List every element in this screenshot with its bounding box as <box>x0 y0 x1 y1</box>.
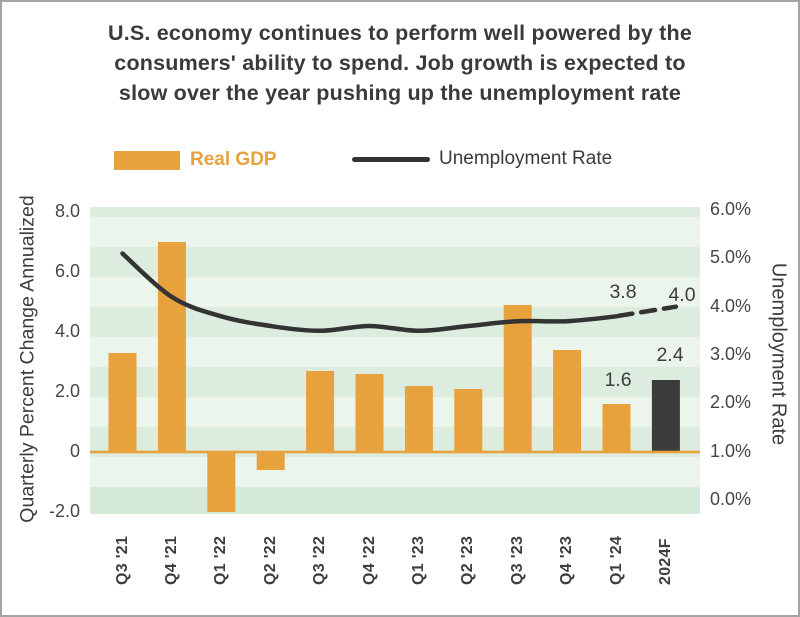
gdp-bar <box>207 452 236 512</box>
chart-title-line: consumers' ability to spend. Job growth … <box>114 51 686 75</box>
gdp-bar <box>108 353 137 452</box>
gdp-bar <box>454 389 483 452</box>
right-axis-tick-label: 5.0% <box>710 247 752 268</box>
zero-line <box>90 450 700 454</box>
right-axis-tick-label: 4.0% <box>710 295 752 316</box>
gdp-bar <box>404 386 433 452</box>
chart-title-line: U.S. economy continues to perform well p… <box>107 21 693 45</box>
right-axis-tick-label: 3.0% <box>710 344 752 364</box>
left-axis-tick-label: 4.0 <box>54 321 80 341</box>
gdp-bar <box>306 371 335 452</box>
legend-unemployment-line-swatch <box>352 157 430 162</box>
gdp-bar <box>355 374 384 452</box>
data-label: 1.6 <box>604 369 631 391</box>
chart-title-line: slow over the year pushing up the unempl… <box>118 81 682 105</box>
chart-title: U.S. economy continues to perform well p… <box>2 18 798 108</box>
plot-area <box>90 207 700 514</box>
unemployment-line <box>120 251 619 334</box>
gdp-forecast-bar <box>651 380 680 452</box>
data-label: 3.8 <box>609 281 636 303</box>
gdp-bar <box>157 242 186 452</box>
left-axis-tick-label: 6.0 <box>54 261 80 281</box>
right-axis-tick-label: 6.0% <box>710 199 752 220</box>
gdp-bar <box>503 305 532 452</box>
legend-gdp-label: Real GDP <box>190 149 277 170</box>
left-axis-tick-label: -2.0 <box>48 501 80 521</box>
plot-bottom-band <box>90 487 700 514</box>
left-axis-tick-label: 2.0 <box>54 381 80 401</box>
right-axis-tick-label: 2.0% <box>710 392 752 413</box>
right-axis-tick-label: 1.0% <box>710 440 752 461</box>
data-label: 2.4 <box>656 344 683 366</box>
right-axis-tick-label: 0.0% <box>710 489 752 509</box>
gdp-bar <box>256 452 285 470</box>
unemployment-forecast-dashed-line <box>616 304 679 319</box>
data-label: 4.0 <box>668 284 695 306</box>
gdp-bar <box>553 350 582 452</box>
legend-gdp-swatch <box>114 151 180 170</box>
legend-unemployment-label: Unemployment Rate <box>439 148 613 169</box>
left-axis-tick-label: 0 <box>69 441 80 461</box>
left-axis-tick-label: 8.0 <box>54 201 80 221</box>
gdp-bar <box>602 404 631 452</box>
